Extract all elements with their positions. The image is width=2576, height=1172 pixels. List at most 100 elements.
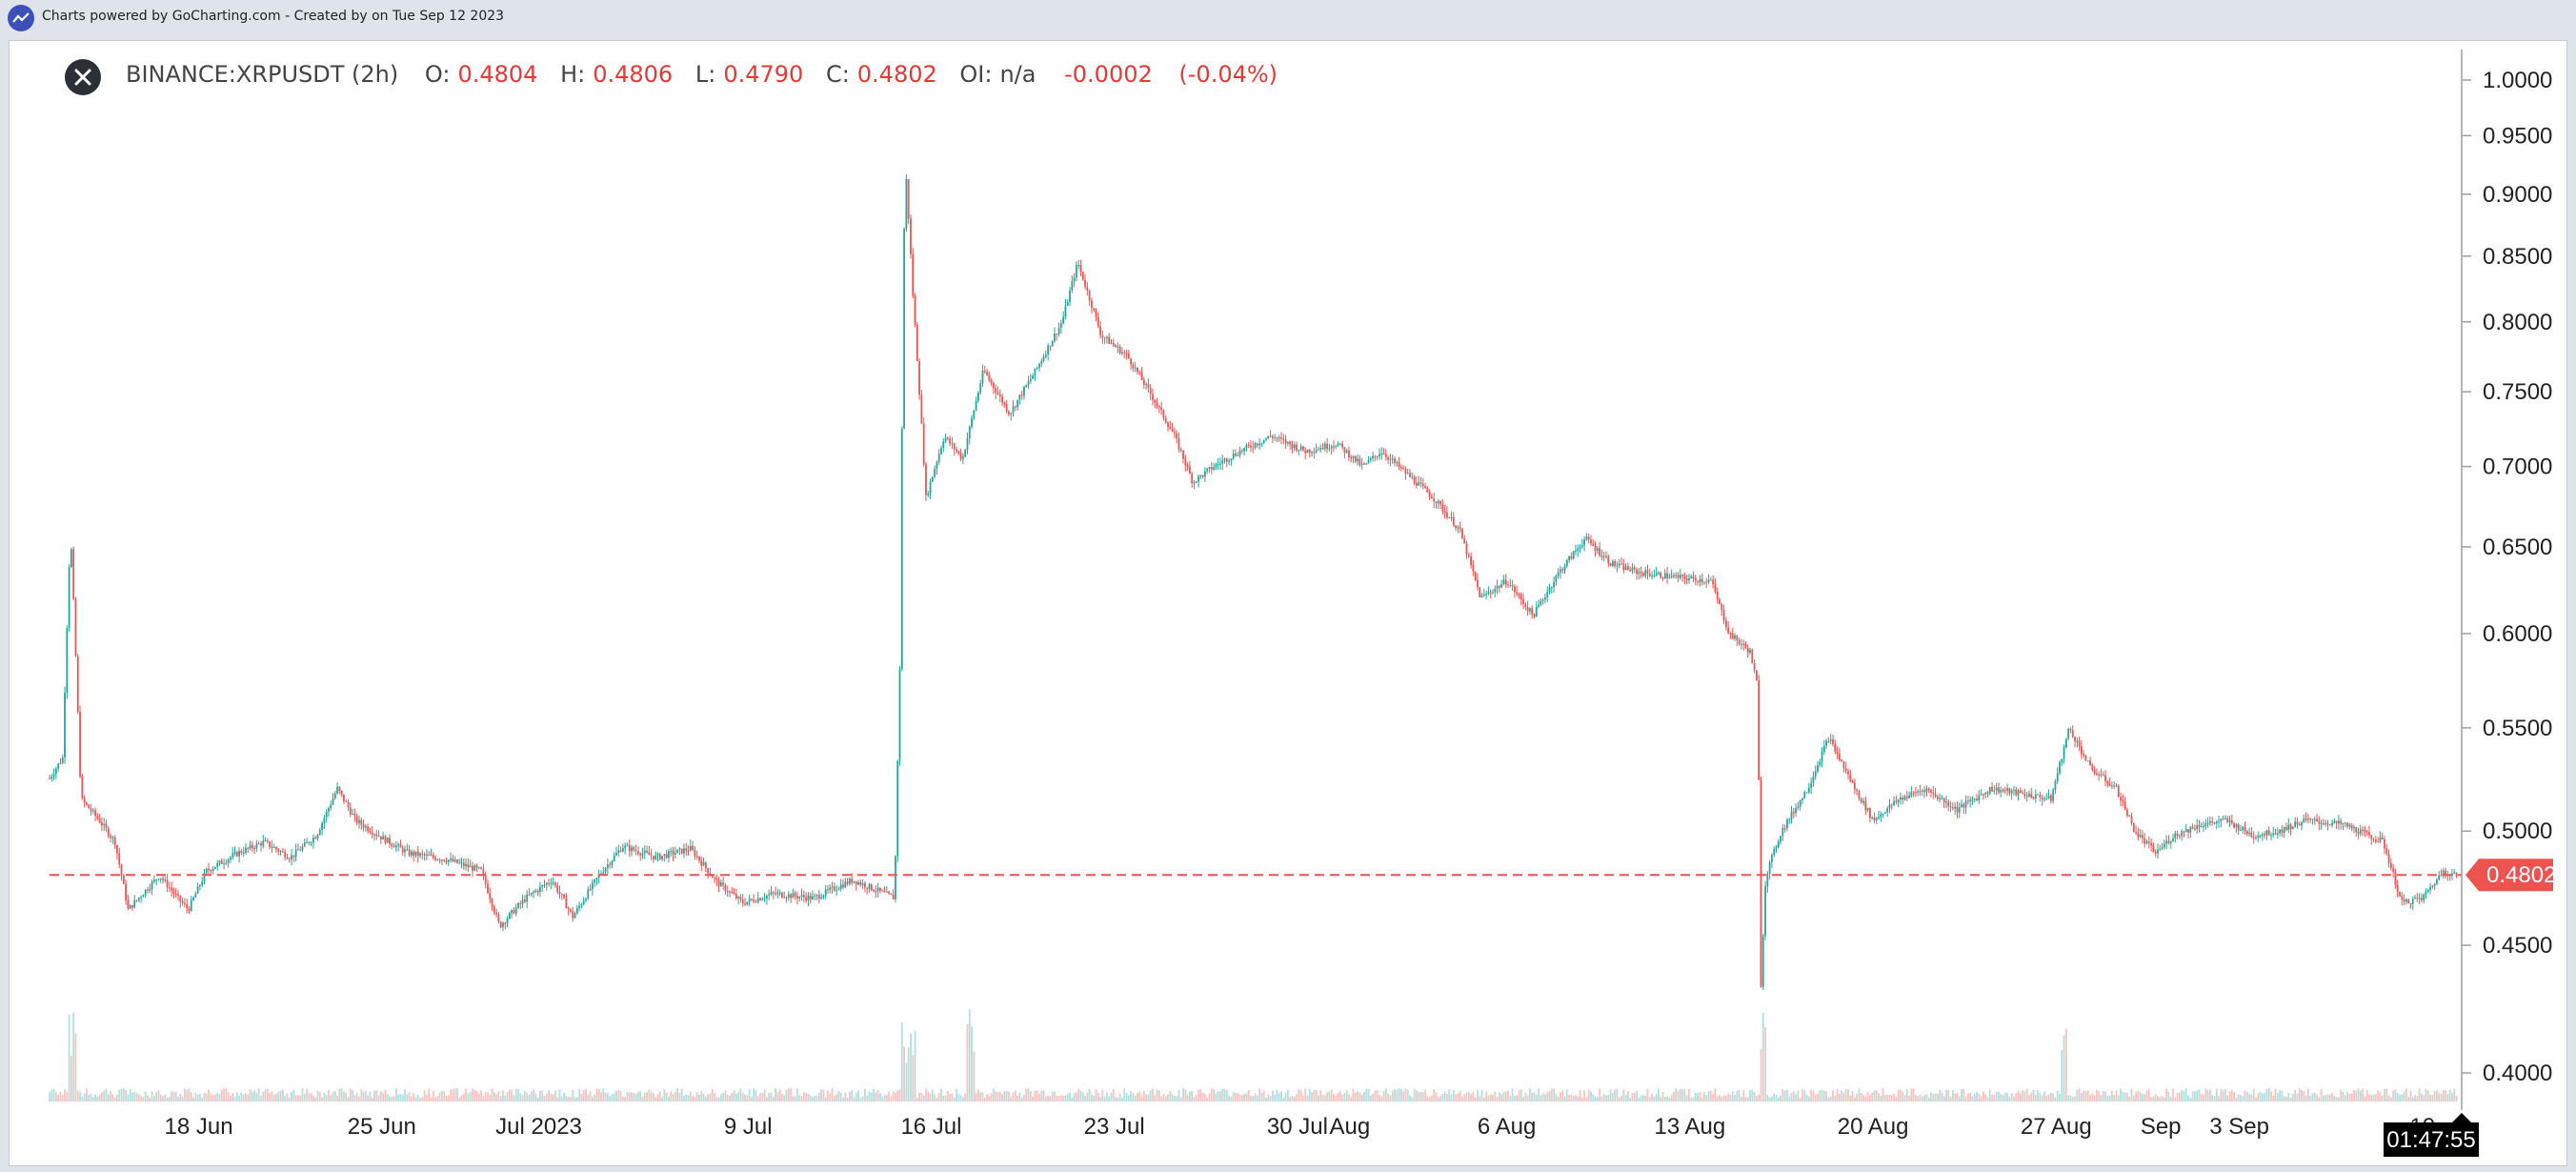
volume-bar (2287, 1092, 2290, 1101)
candle-body (469, 865, 472, 868)
volume-bar (1118, 1093, 1121, 1101)
volume-bar (511, 1089, 513, 1101)
candle-body (617, 850, 620, 854)
volume-bar (750, 1097, 753, 1101)
candle-body (1817, 764, 1819, 772)
chart-frame (9, 40, 2567, 1166)
candle-body (264, 839, 267, 841)
candle-body (321, 822, 323, 831)
candle-body (661, 856, 663, 859)
candle-body (1771, 855, 1773, 862)
volume-bar (580, 1094, 583, 1101)
volume-bar (1274, 1094, 1277, 1101)
candle-body (1352, 455, 1355, 458)
candle-body (249, 844, 252, 849)
candle-body (1156, 402, 1158, 407)
candle-body (303, 842, 306, 847)
volume-bar (2045, 1095, 2048, 1101)
candle-body (1546, 592, 1549, 598)
candle-body (2076, 740, 2079, 742)
volume-bar (1633, 1092, 1636, 1101)
candle-body (61, 757, 64, 763)
volume-bar (600, 1092, 602, 1101)
volume-bar (1299, 1090, 1302, 1101)
candle-body (83, 798, 86, 803)
candle-body (977, 392, 979, 401)
volume-bar (1435, 1092, 1438, 1101)
volume-bar (2176, 1092, 2179, 1101)
candle-body (650, 855, 653, 857)
x-tick-label: Sep (2141, 1114, 2182, 1140)
candle-body (1648, 573, 1651, 576)
candle-body (1262, 439, 1265, 443)
candle-body (1605, 556, 1607, 557)
candle-body (1419, 482, 1422, 484)
volume-bar (2074, 1096, 2076, 1101)
volume-bar (50, 1090, 53, 1101)
volume-bar (1424, 1089, 1426, 1101)
volume-bar (2132, 1095, 2135, 1101)
volume-bar (1792, 1091, 1795, 1101)
candle-body (2303, 818, 2305, 822)
volume-bar (76, 1090, 79, 1101)
candle-body (1853, 782, 1856, 790)
candle-body (2344, 822, 2346, 824)
candle-body (223, 863, 225, 865)
volume-bar (1093, 1095, 1096, 1101)
candle-body (2115, 785, 2118, 787)
volume-bar (1036, 1090, 1038, 1101)
volume-bar (2335, 1097, 2338, 1101)
volume-bar (1810, 1089, 1813, 1101)
candle-body (692, 845, 694, 850)
volume-bar (951, 1093, 954, 1101)
candle-body (1528, 608, 1531, 612)
volume-bar (964, 1093, 967, 1101)
candle-body (1409, 473, 1411, 477)
candle-body (1878, 817, 1880, 818)
candle-body (717, 879, 720, 887)
volume-bar (155, 1092, 158, 1101)
candle-body (2022, 793, 2023, 795)
volume-bar (875, 1092, 877, 1101)
volume-bar (1372, 1094, 1375, 1101)
candle-body (450, 859, 452, 860)
volume-bar (2037, 1090, 2040, 1101)
volume-bar (733, 1090, 735, 1101)
candle-body (1051, 340, 1054, 347)
candle-body (1489, 592, 1492, 594)
candle-body (2139, 835, 2142, 838)
volume-bar (1330, 1089, 1333, 1101)
volume-bar (480, 1090, 483, 1101)
candle-body (1443, 511, 1446, 513)
volume-bar (81, 1096, 84, 1101)
volume-bar (1805, 1095, 1808, 1101)
volume-bar (2387, 1095, 2390, 1101)
volume-bar (848, 1091, 851, 1101)
volume-bar (379, 1091, 382, 1101)
candle-body (2291, 826, 2294, 830)
candle-body (328, 808, 330, 812)
volume-bar (1660, 1097, 1662, 1101)
volume-bar (2108, 1095, 2111, 1101)
volume-bar (1980, 1096, 1982, 1101)
volume-bar (1379, 1094, 1380, 1101)
volume-bar (1629, 1097, 1632, 1101)
candle-body (2323, 823, 2324, 825)
volume-bar (1814, 1094, 1817, 1101)
volume-bar (2093, 1095, 2096, 1101)
candle-body (1511, 585, 1514, 587)
y-tick-label: 0.8000 (2483, 310, 2552, 335)
candle-body (1250, 445, 1252, 448)
volume-bar (2032, 1089, 2035, 1101)
candle-body (1690, 576, 1693, 578)
candle-body (1186, 465, 1189, 467)
candle-body (1152, 394, 1154, 400)
candle-body (519, 902, 522, 904)
volume-bar (937, 1093, 940, 1101)
volume-bar (975, 1093, 977, 1101)
volume-bar (1411, 1097, 1414, 1101)
candle-body (1315, 450, 1318, 453)
volume-bar (1827, 1097, 1830, 1101)
volume-bar (1902, 1092, 1904, 1101)
